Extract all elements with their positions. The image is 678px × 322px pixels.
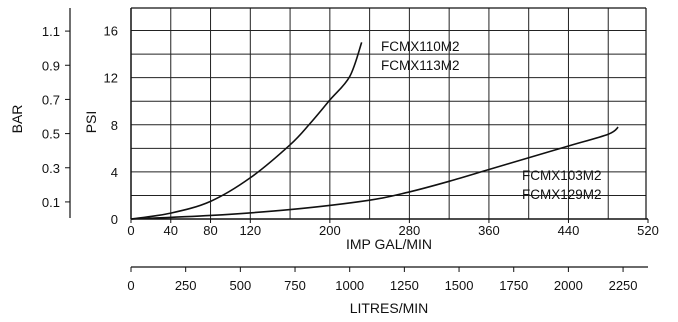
axes: [65, 7, 649, 272]
y-tick-label: 12: [104, 71, 118, 86]
series-line-fcmx110m2: [130, 42, 363, 220]
series-label-fcmx110m2: FCMX110M2: [381, 39, 460, 54]
secondary-y-tick-label: 0.1: [42, 195, 60, 210]
x-tick-label: 120: [239, 223, 261, 238]
chart-text: IMP GAL/MIN LITRES/MIN PSI BAR FCMX110M2…: [9, 24, 659, 316]
secondary-x-tick-label: 1000: [335, 278, 364, 293]
grid: [131, 8, 646, 219]
secondary-y-tick-label: 0.7: [42, 92, 60, 107]
secondary-y-tick-label: 0.9: [42, 58, 60, 73]
secondary-y-tick-label: 0.5: [42, 127, 60, 142]
x-tick-label: 200: [319, 223, 341, 238]
series-line-fcmx103m2: [130, 126, 619, 220]
x-axis-label: IMP GAL/MIN: [346, 236, 432, 252]
x-tick-label: 360: [478, 223, 500, 238]
y-tick-label: 16: [104, 24, 118, 39]
x-tick-label: 280: [399, 223, 421, 238]
series-lines: [130, 42, 619, 220]
y-tick-label: 8: [111, 118, 118, 133]
x-tick-label: 80: [203, 223, 217, 238]
secondary-x-tick-label: 500: [229, 278, 251, 293]
x-tick-label: 440: [558, 223, 580, 238]
x-tick-label: 40: [164, 223, 178, 238]
secondary-x-tick-label: 1750: [499, 278, 528, 293]
secondary-x-axis-label: LITRES/MIN: [350, 300, 429, 316]
y-axis-label: PSI: [83, 111, 99, 134]
secondary-x-tick-label: 750: [284, 278, 306, 293]
series-label-fcmx129m2: FCMX129M2: [522, 187, 602, 202]
secondary-x-tick-label: 0: [127, 278, 134, 293]
x-tick-label: 0: [127, 223, 134, 238]
secondary-y-tick-label: 0.3: [42, 161, 60, 176]
y-tick-label: 4: [111, 165, 118, 180]
y-tick-label: 0: [111, 212, 118, 227]
series-label-fcmx113m2: FCMX113M2: [381, 58, 460, 73]
secondary-x-tick-label: 2000: [554, 278, 583, 293]
secondary-y-tick-label: 1.1: [42, 24, 60, 39]
secondary-y-axis-label: BAR: [9, 105, 25, 134]
series-label-fcmx103m2: FCMX103M2: [522, 168, 602, 183]
secondary-x-tick-label: 1250: [390, 278, 419, 293]
x-tick-label: 520: [637, 223, 659, 238]
secondary-x-tick-label: 1500: [445, 278, 474, 293]
secondary-x-tick-label: 250: [175, 278, 197, 293]
secondary-x-tick-label: 2250: [609, 278, 638, 293]
